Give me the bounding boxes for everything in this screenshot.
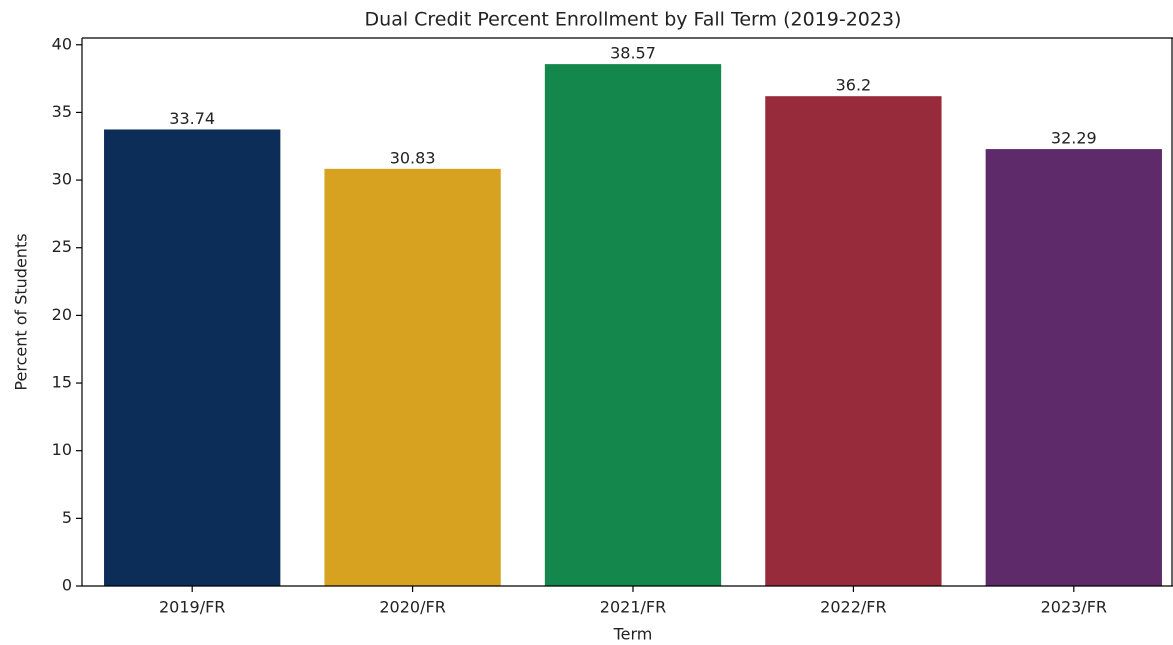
bar: [765, 96, 942, 587]
data-label: 30.83: [390, 148, 436, 167]
bar: [985, 149, 1162, 587]
bar: [104, 129, 281, 587]
y-tick-label: 0: [62, 576, 72, 595]
data-label: 38.57: [610, 44, 656, 63]
y-axis-label: Percent of Students: [12, 233, 31, 390]
x-tick-label: 2019/FR: [159, 598, 225, 617]
x-tick-label: 2021/FR: [600, 598, 666, 617]
y-tick-label: 15: [52, 373, 72, 392]
bar: [544, 64, 722, 587]
data-label: 33.74: [169, 109, 215, 128]
chart-title: Dual Credit Percent Enrollment by Fall T…: [365, 9, 902, 31]
data-label: 32.29: [1051, 129, 1097, 148]
y-tick-label: 25: [52, 237, 72, 256]
x-tick-label: 2020/FR: [379, 598, 445, 617]
y-tick-label: 5: [62, 508, 72, 527]
y-tick-label: 10: [52, 440, 72, 459]
bar: [324, 168, 501, 587]
y-tick-label: 35: [52, 102, 72, 121]
x-tick-label: 2023/FR: [1041, 598, 1107, 617]
y-tick-label: 30: [52, 170, 72, 189]
x-tick-label: 2022/FR: [820, 598, 886, 617]
y-tick-label: 40: [52, 34, 72, 53]
x-axis-label: Term: [613, 625, 653, 644]
data-label: 36.2: [836, 76, 872, 95]
y-tick-label: 20: [52, 305, 72, 324]
